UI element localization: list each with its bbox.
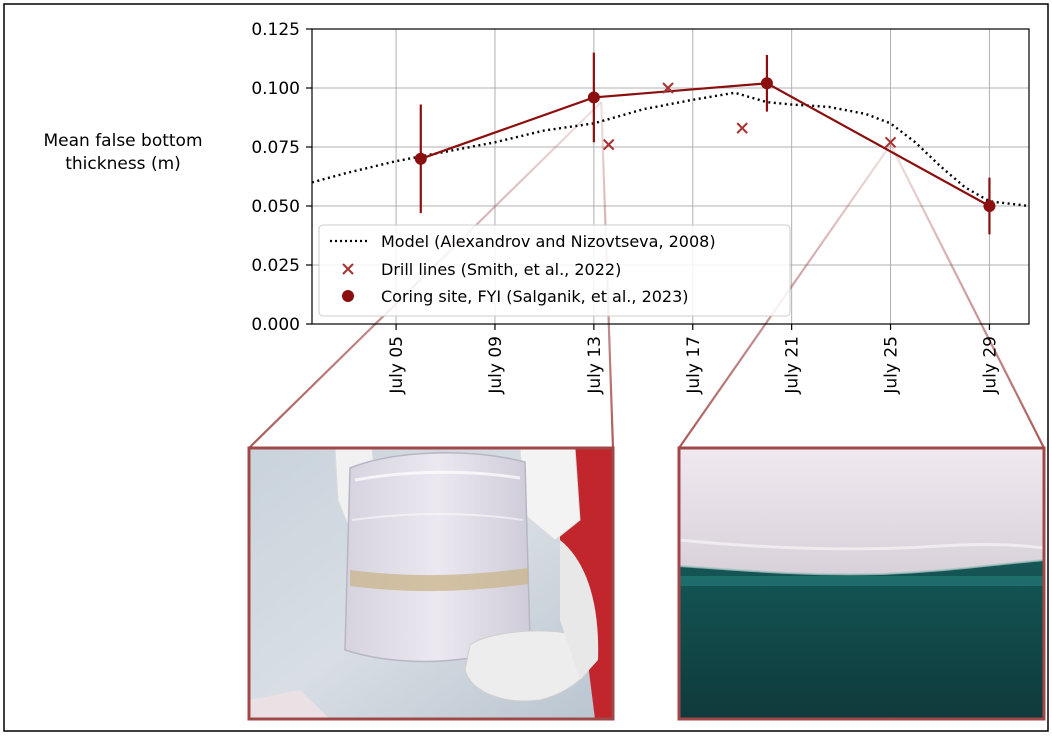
plot-series <box>312 52 1029 235</box>
y-tick-label: 0.050 <box>251 197 300 217</box>
x-tick-label: July 21 <box>783 336 803 395</box>
drill-point <box>736 122 748 134</box>
legend-drill-label: Drill lines (Smith, et al., 2022) <box>381 260 621 279</box>
photo-underwater-frame <box>677 446 1046 721</box>
photo-ice-core <box>249 448 613 719</box>
y-axis-label-line1: Mean false bottom <box>43 131 202 151</box>
legend-coring-label: Coring site, FYI (Salganik, et al., 2023… <box>381 287 689 306</box>
x-tick-label: July 09 <box>486 336 506 395</box>
plot-area-border <box>311 28 1030 325</box>
x-tick-label: July 05 <box>387 336 407 395</box>
photo-connector-line <box>889 144 1045 449</box>
legend-box <box>318 224 791 317</box>
coring-line <box>420 82 990 207</box>
y-tick-label: 0.025 <box>251 256 300 276</box>
x-tick-label: July 17 <box>684 336 704 395</box>
coring-point <box>760 77 773 90</box>
coring-point <box>983 200 996 212</box>
legend-model-label: Model (Alexandrov and Nizovtseva, 2008) <box>381 232 716 251</box>
x-tick-label: July 29 <box>980 336 1000 395</box>
photo-underwater <box>679 448 1044 719</box>
legend-coring-swatch <box>342 290 354 302</box>
x-axis-ticks: July 05 July 09 July 13 July 17 July 21 July … <box>387 324 1000 395</box>
y-tick-label: 0.125 <box>251 20 300 40</box>
coring-point <box>587 91 600 104</box>
drill-point <box>662 82 674 94</box>
chart-legend: Model (Alexandrov and Nizovtseva, 2008) … <box>318 224 791 317</box>
photo-ice-core-frame <box>247 446 615 721</box>
model-line <box>312 91 1029 208</box>
drill-point <box>602 138 615 151</box>
drill-point <box>884 136 897 148</box>
y-axis-ticks: 0.000 0.025 0.050 0.075 0.100 0.125 <box>251 20 312 335</box>
x-tick-label: July 25 <box>882 336 902 395</box>
figure-border <box>3 3 1049 732</box>
legend-drill-swatch <box>342 263 354 275</box>
x-tick-label: July 13 <box>585 336 605 395</box>
y-tick-label: 0.100 <box>251 79 300 99</box>
coring-point <box>414 152 427 165</box>
y-tick-label: 0.000 <box>251 315 300 335</box>
y-axis-label-line2: thickness (m) <box>65 154 181 174</box>
y-tick-label: 0.075 <box>251 138 300 158</box>
